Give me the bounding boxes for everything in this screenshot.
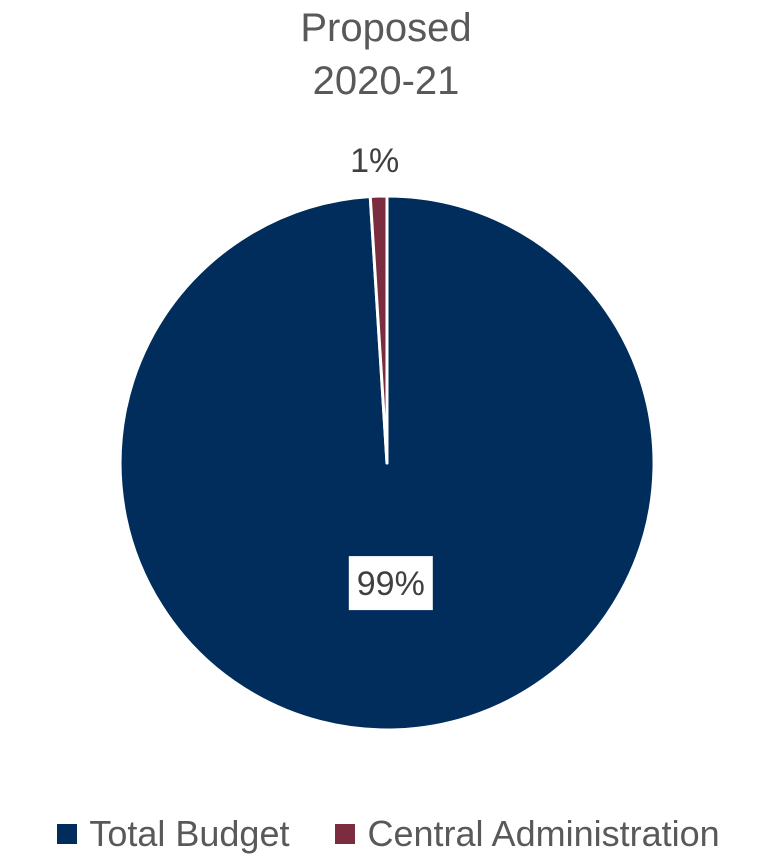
data-label-central-administration: 1% [350, 142, 399, 180]
data-label-total-budget: 99% [348, 556, 433, 611]
legend-swatch-total-budget [57, 824, 78, 844]
chart-title-line-1: Proposed [300, 6, 472, 50]
data-label-text: 99% [357, 565, 425, 603]
pie-slice-central-administration[interactable] [368, 194, 389, 465]
legend-label-central-administration: Central Administration [367, 813, 720, 854]
legend-swatch-central-administration [335, 824, 356, 844]
legend-item-central-administration[interactable]: Central Administration [335, 813, 720, 855]
legend-label-total-budget: Total Budget [89, 813, 290, 854]
pie-chart: 99% 1% [118, 142, 656, 732]
data-label-box [348, 556, 433, 611]
chart-title: Proposed 2020-21 [0, 2, 772, 108]
legend: Total Budget Central Administration [0, 812, 777, 856]
legend-item-total-budget[interactable]: Total Budget [57, 813, 289, 855]
chart-title-line-2: 2020-21 [312, 59, 460, 103]
